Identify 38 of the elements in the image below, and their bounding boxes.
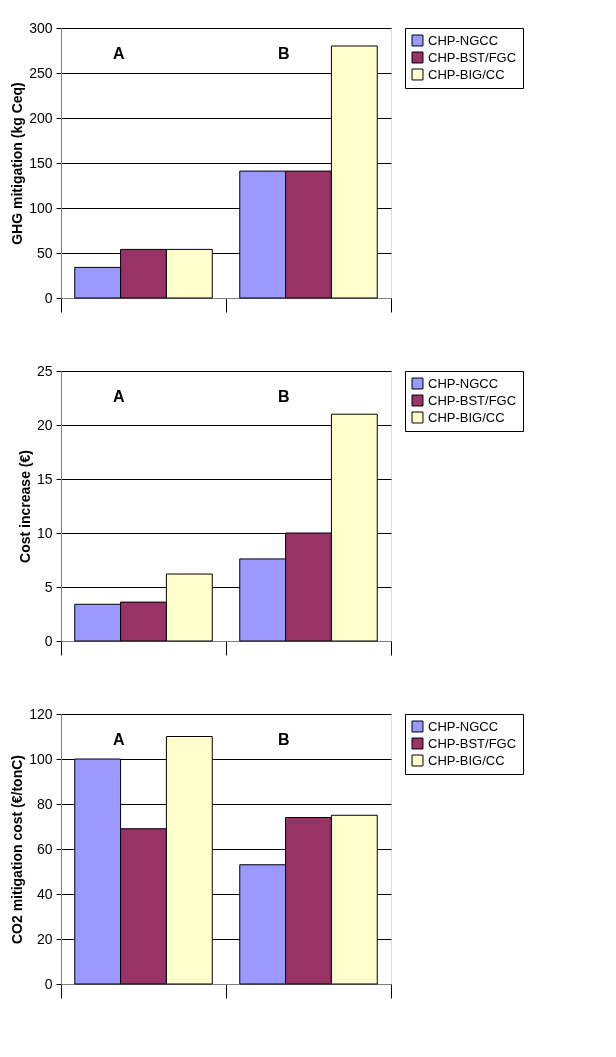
x-tick-label: B (277, 388, 290, 405)
y-tick-label: 120 (29, 705, 53, 722)
legend-label: CHP-NGCC (428, 718, 499, 734)
y-tick-label: 250 (29, 64, 53, 81)
y-axis-title: Cost increase (€) (16, 450, 33, 563)
x-tick-label: A (112, 731, 125, 748)
legend-label: CHP-BST/FGC (428, 735, 517, 751)
legend-label: CHP-BIG/CC (428, 66, 505, 82)
x-tick-label: B (277, 731, 290, 748)
x-tick-label: A (112, 388, 125, 405)
y-tick-label: 25 (36, 362, 53, 379)
y-tick-label: 0 (44, 289, 53, 306)
x-tick-label: A (112, 45, 125, 62)
y-tick-label: 10 (36, 524, 53, 541)
y-tick-label: 50 (36, 244, 53, 261)
y-tick-label: 100 (29, 199, 53, 216)
y-tick-label: 20 (36, 416, 53, 433)
y-tick-label: 0 (44, 975, 53, 992)
y-tick-label: 40 (36, 885, 53, 902)
y-tick-label: 80 (36, 795, 53, 812)
y-tick-label: 5 (44, 578, 53, 595)
y-axis-title: GHG mitigation (kg Ceq) (9, 82, 26, 245)
legend-label: CHP-BST/FGC (428, 392, 517, 408)
legend-label: CHP-NGCC (428, 32, 499, 48)
y-tick-label: 15 (36, 470, 53, 487)
y-tick-label: 100 (29, 750, 53, 767)
y-tick-label: 200 (29, 109, 53, 126)
y-axis-title: CO2 mitigation cost (€/tonC) (9, 755, 26, 944)
y-tick-label: 150 (29, 154, 53, 171)
x-tick-label: B (277, 45, 290, 62)
legend-label: CHP-BST/FGC (428, 49, 517, 65)
y-tick-label: 20 (36, 930, 53, 947)
legend-label: CHP-BIG/CC (428, 409, 505, 425)
y-tick-label: 0 (44, 632, 53, 649)
y-tick-label: 60 (36, 840, 53, 857)
legend-label: CHP-NGCC (428, 375, 499, 391)
y-tick-label: 300 (29, 19, 53, 36)
legend-label: CHP-BIG/CC (428, 752, 505, 768)
